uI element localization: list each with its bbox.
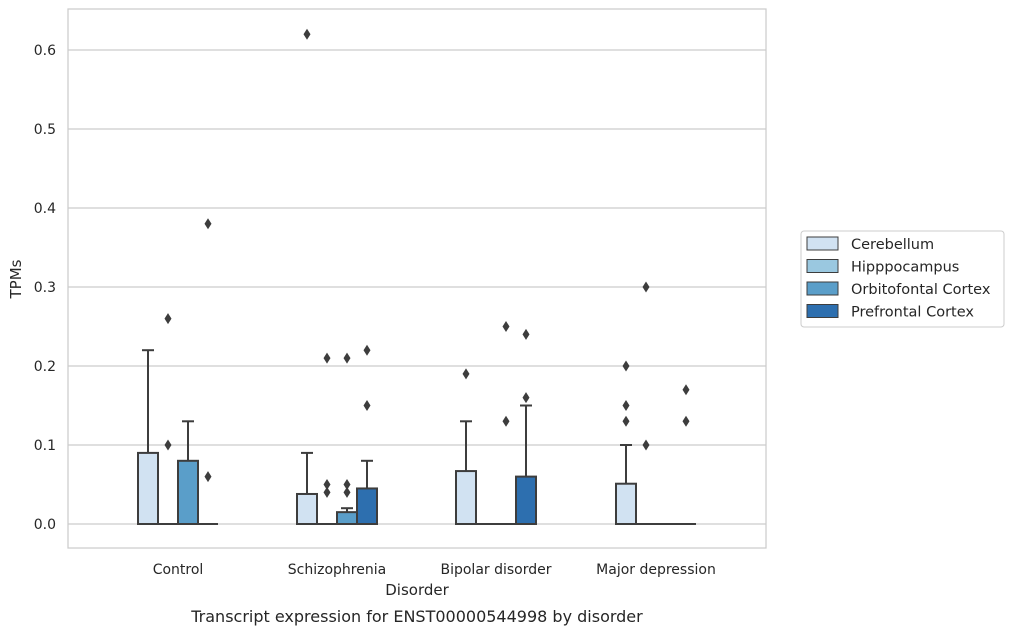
- outlier-point: [363, 400, 371, 411]
- y-tick-label: 0.3: [34, 280, 56, 296]
- plot-frame: [67, 8, 767, 549]
- legend: Cerebellum Hipppocampus Orbitofontal Corte…: [800, 230, 1005, 328]
- outlier-point: [502, 321, 510, 332]
- legend-label: Cerebellum: [851, 237, 934, 253]
- outlier-point: [323, 479, 331, 490]
- box-group: [296, 28, 318, 526]
- legend-swatch: [806, 304, 839, 318]
- outlier-point: [682, 415, 690, 427]
- grid-lines: [68, 49, 766, 525]
- box: [356, 487, 378, 526]
- box-group: [515, 328, 537, 526]
- outlier-point: [204, 471, 212, 483]
- x-tick-label: Major depression: [596, 562, 716, 578]
- outlier-point: [164, 439, 172, 451]
- box: [137, 451, 159, 525]
- y-tick-labels: 0.0 0.1 0.2 0.3 0.4 0.5 0.6: [34, 43, 56, 533]
- box-group: [158, 313, 178, 525]
- outlier-point: [323, 486, 331, 498]
- y-tick-label: 0.6: [34, 43, 56, 59]
- x-tick-label: Control: [153, 562, 204, 578]
- legend-swatch: [806, 236, 839, 251]
- plot-marks: [137, 28, 696, 526]
- outlier-point: [522, 392, 530, 404]
- outlier-point: [682, 384, 690, 396]
- box-group: [336, 352, 358, 526]
- y-tick-label: 0.1: [34, 438, 56, 454]
- box-group: [177, 420, 199, 525]
- y-axis-title: TPMs: [7, 259, 25, 299]
- box-group: [317, 352, 337, 525]
- outlier-point: [642, 439, 650, 451]
- box: [455, 470, 477, 526]
- outlier-point: [622, 400, 630, 411]
- box: [515, 475, 537, 526]
- box-group: [137, 349, 159, 525]
- outlier-point: [502, 415, 510, 427]
- outlier-point: [343, 486, 351, 498]
- box: [615, 482, 637, 525]
- outlier-point: [642, 281, 650, 293]
- chart-caption: Transcript expression for ENST0000054499…: [190, 607, 643, 626]
- y-tick-label: 0.5: [34, 122, 56, 138]
- box-group: [615, 360, 637, 525]
- y-tick-label: 0.4: [34, 201, 56, 217]
- outlier-point: [323, 352, 331, 364]
- outlier-point: [363, 344, 371, 356]
- outlier-point: [303, 28, 311, 40]
- outlier-point: [522, 328, 530, 340]
- legend-swatch: [806, 281, 839, 296]
- legend-swatch: [806, 259, 839, 273]
- y-tick-label: 0.2: [34, 359, 56, 375]
- outlier-point: [204, 218, 212, 230]
- box-group: [636, 281, 656, 525]
- box-group: [356, 344, 378, 526]
- outlier-point: [164, 313, 172, 325]
- legend-label: Prefrontal Cortex: [851, 305, 974, 321]
- outlier-point: [343, 479, 351, 490]
- legend-label: Hipppocampus: [851, 260, 959, 276]
- outlier-point: [462, 368, 470, 380]
- box: [336, 511, 358, 526]
- x-tick-label: Bipolar disorder: [440, 562, 551, 578]
- legend-label: Orbitofontal Cortex: [851, 282, 991, 298]
- x-tick-label: Schizophrenia: [288, 562, 386, 578]
- x-axis-title: Disorder: [385, 581, 449, 599]
- outlier-point: [622, 360, 630, 372]
- box: [177, 459, 199, 525]
- y-tick-label: 0.0: [34, 517, 56, 533]
- box-group: [676, 384, 696, 525]
- outlier-point: [622, 415, 630, 427]
- box-group: [455, 368, 477, 526]
- box-group: [496, 321, 516, 525]
- box-group: [198, 218, 218, 525]
- box: [296, 492, 318, 526]
- x-tick-labels: Control Schizophrenia Bipolar disorder Majo…: [153, 562, 716, 578]
- outlier-point: [343, 352, 351, 364]
- legend-box: [800, 230, 1005, 328]
